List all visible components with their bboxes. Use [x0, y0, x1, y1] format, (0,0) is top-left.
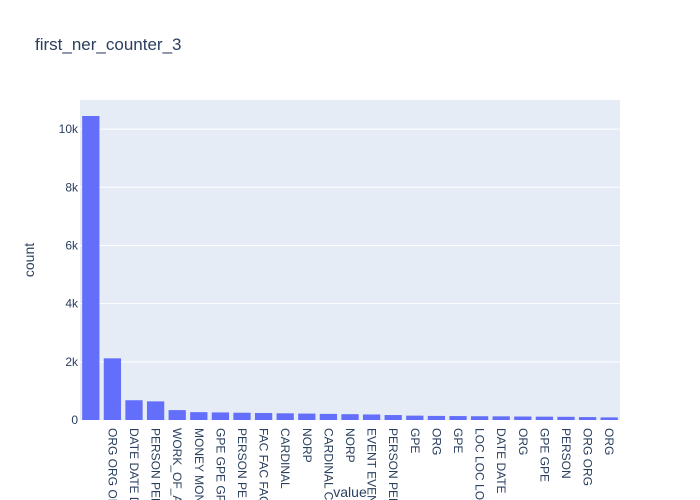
bars: [82, 116, 618, 420]
x-tick-label: LOC LOC LO: [473, 428, 487, 500]
bar[interactable]: [211, 412, 230, 420]
x-tick-label: PERSON PE: [235, 428, 249, 498]
x-axis-title: value: [333, 484, 367, 500]
bar[interactable]: [82, 116, 100, 420]
y-tick-label: 4k: [65, 297, 79, 311]
bar[interactable]: [557, 416, 575, 420]
bar[interactable]: [319, 413, 338, 420]
bar[interactable]: [125, 400, 143, 420]
bar[interactable]: [233, 412, 251, 420]
x-tick-label: PERSON: [559, 428, 573, 479]
plot-area: [80, 100, 620, 420]
bar[interactable]: [146, 401, 165, 420]
bar[interactable]: [168, 410, 186, 420]
x-tick-label: GPE: [451, 428, 465, 453]
y-tick-label: 6k: [65, 238, 79, 252]
x-tick-label: DATE DATE D: [127, 428, 141, 500]
x-tick-label: ORG ORG: [581, 428, 595, 486]
bar[interactable]: [341, 414, 359, 420]
bar[interactable]: [276, 413, 294, 420]
x-tick-label: ORG: [429, 428, 443, 455]
x-tick-label: PERSON PER: [149, 428, 163, 500]
y-axis-title: count: [21, 243, 37, 277]
x-tick-label: ORG: [516, 428, 530, 455]
bar[interactable]: [406, 415, 424, 420]
gridlines: [80, 128, 620, 363]
bar[interactable]: [190, 412, 208, 420]
y-tick-label: 10k: [59, 122, 79, 136]
x-tick-label: CARDINAL C: [321, 428, 335, 500]
bar[interactable]: [578, 417, 597, 420]
bar[interactable]: [600, 417, 618, 420]
x-tick-label: CARDINAL: [278, 428, 292, 489]
x-tick-label: GPE GPE GP: [213, 428, 227, 500]
x-tick-label: NORP: [343, 428, 357, 463]
x-tick-label: DATE DATE: [494, 428, 508, 494]
bar[interactable]: [535, 416, 554, 420]
y-tick-label: 2k: [65, 355, 79, 369]
bar[interactable]: [384, 415, 402, 420]
y-tick-label: 0: [71, 413, 78, 427]
bar[interactable]: [514, 416, 532, 420]
x-axis-ticks: ORG ORG OI DATE DATE D PERSON PER WORK_OF_A…: [105, 428, 616, 500]
x-tick-label: NORP: [300, 428, 314, 463]
chart-title: first_ner_counter_3: [35, 35, 181, 54]
bar[interactable]: [298, 413, 316, 420]
x-tick-label: EVENT EVEN: [365, 428, 379, 500]
x-tick-label: ORG: [602, 428, 616, 455]
y-tick-label: 8k: [65, 180, 79, 194]
bar[interactable]: [449, 416, 467, 420]
bar[interactable]: [362, 414, 381, 420]
bar[interactable]: [103, 358, 122, 420]
y-axis-ticks: 0 2k 4k 6k 8k 10k: [59, 122, 79, 427]
x-tick-label: ORG ORG OI: [105, 428, 119, 500]
bar[interactable]: [427, 415, 446, 420]
x-tick-label: GPE GPE: [537, 428, 551, 482]
bar[interactable]: [470, 416, 489, 420]
x-tick-label: FAC FAC FAC: [257, 428, 271, 500]
bar[interactable]: [254, 413, 273, 420]
x-tick-label: WORK_OF_A: [170, 428, 184, 500]
x-tick-label: MONEY MON: [192, 428, 206, 500]
x-tick-label: PERSON PER: [386, 428, 400, 500]
x-tick-label: GPE: [408, 428, 422, 453]
bar[interactable]: [492, 416, 510, 420]
